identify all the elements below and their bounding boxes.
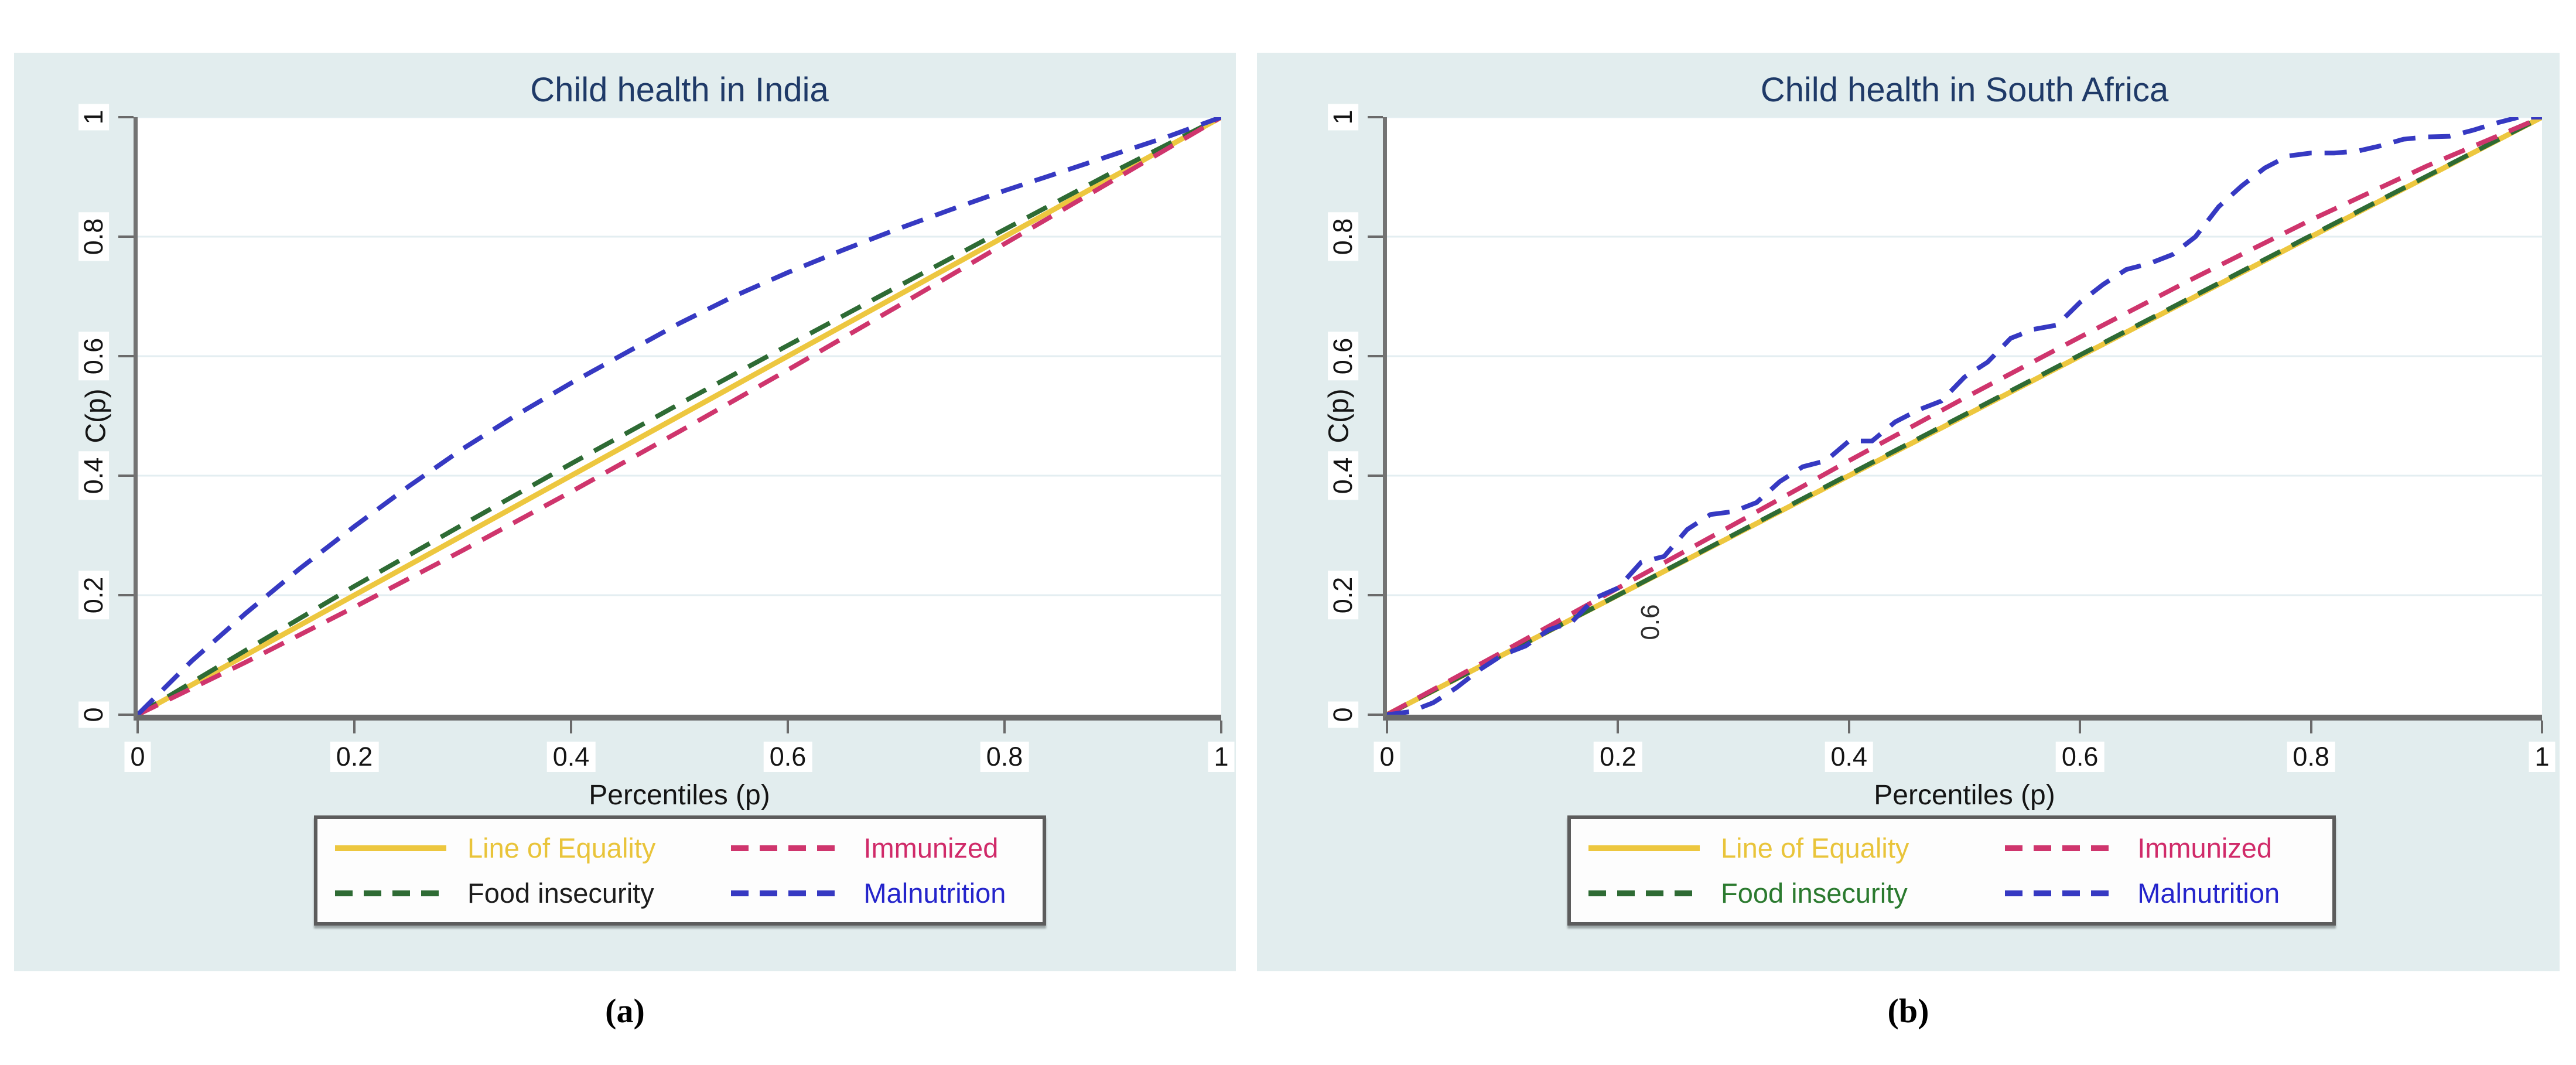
legend-item-food-insecurity: Food insecurity xyxy=(335,877,731,909)
x-tick-mark xyxy=(1617,721,1620,733)
y-tick-label: 1 xyxy=(1328,104,1358,131)
x-tick-label: 1 xyxy=(1208,742,1235,772)
legend-item-immunized: Immunized xyxy=(2005,832,2332,864)
series-food-insecurity xyxy=(138,117,1221,715)
series-malnutrition xyxy=(138,117,1221,715)
legend-swatch-malnutrition xyxy=(2005,890,2117,896)
plot-area xyxy=(1383,117,2542,721)
x-tick-mark xyxy=(1220,721,1222,733)
x-tick-label: 0.2 xyxy=(330,742,379,772)
y-tick-label: 0.4 xyxy=(1328,451,1358,500)
plot-annotation: 0.6 xyxy=(1635,604,1665,640)
legend-label: Immunized xyxy=(863,832,999,863)
x-tick-mark xyxy=(353,721,356,733)
y-tick-label: 0.4 xyxy=(78,451,109,500)
y-tick-mark xyxy=(1368,475,1383,477)
x-tick-label: 0 xyxy=(124,742,151,772)
legend-label: Immunized xyxy=(2137,832,2273,863)
y-tick-label: 0.2 xyxy=(78,571,109,620)
x-tick-label: 0.8 xyxy=(980,742,1029,772)
series-line-of-equality xyxy=(138,117,1221,715)
y-tick-label: 0.6 xyxy=(78,332,109,381)
x-axis-label: Percentiles (p) xyxy=(1874,780,2055,811)
x-tick-label: 0.8 xyxy=(2287,742,2335,772)
legend-label: Line of Equality xyxy=(1721,832,1909,863)
y-tick-label: 0.2 xyxy=(1328,571,1358,620)
y-tick-mark xyxy=(1368,355,1383,357)
y-tick-label: 0 xyxy=(78,701,109,728)
legend-swatch-line-of-equality xyxy=(335,845,446,851)
y-tick-label: 0.6 xyxy=(1328,332,1358,381)
y-tick-mark xyxy=(118,355,134,357)
legend-swatch-malnutrition xyxy=(731,890,843,896)
legend-item-line-of-equality: Line of Equality xyxy=(335,832,731,864)
legend-item-food-insecurity: Food insecurity xyxy=(1588,877,2005,909)
x-tick-mark xyxy=(2079,721,2082,733)
legend-swatch-food-insecurity xyxy=(1588,890,1700,896)
y-tick-mark xyxy=(118,235,134,238)
legend-swatch-line-of-equality xyxy=(1588,845,1700,851)
x-tick-label: 0 xyxy=(1374,742,1400,772)
x-tick-label: 0.6 xyxy=(763,742,812,772)
legend: Line of Equality Immunized Food insecurity… xyxy=(314,815,1046,926)
series-immunized xyxy=(138,117,1221,715)
legend-label: Malnutrition xyxy=(2137,878,2280,909)
y-tick-label: 0.8 xyxy=(1328,212,1358,261)
y-tick-mark xyxy=(118,594,134,596)
y-tick-label: 1 xyxy=(78,104,109,131)
legend-swatch-food-insecurity xyxy=(335,890,446,896)
legend-item-malnutrition: Malnutrition xyxy=(731,877,1043,909)
x-axis-label: Percentiles (p) xyxy=(589,780,770,811)
subfigure-label-b: (b) xyxy=(1887,992,1929,1030)
legend-swatch-immunized xyxy=(2005,845,2117,851)
chart-title: Child health in India xyxy=(530,71,829,109)
plot-area xyxy=(134,117,1221,721)
chart-canvas xyxy=(138,117,1221,715)
x-tick-label: 1 xyxy=(2529,742,2555,772)
y-tick-mark xyxy=(1368,235,1383,238)
legend-label: Line of Equality xyxy=(467,832,656,863)
legend-label: Food insecurity xyxy=(467,878,654,909)
y-tick-mark xyxy=(118,116,134,118)
x-tick-mark xyxy=(2541,721,2543,733)
legend-label: Food insecurity xyxy=(1721,878,1908,909)
legend-swatch-immunized xyxy=(731,845,843,851)
legend-label: Malnutrition xyxy=(863,878,1006,909)
chart-canvas xyxy=(1387,117,2542,715)
legend: Line of Equality Immunized Food insecurity… xyxy=(1567,815,2336,926)
y-tick-mark xyxy=(1368,116,1383,118)
chart-panel-india: Child health in India C(p) Percentiles (… xyxy=(14,53,1236,971)
legend-item-immunized: Immunized xyxy=(731,832,1043,864)
chart-panel-south-africa: Child health in South Africa C(p) Percen… xyxy=(1257,53,2560,971)
y-tick-mark xyxy=(118,714,134,716)
y-tick-mark xyxy=(1368,714,1383,716)
x-tick-mark xyxy=(1847,721,1850,733)
y-axis-label: C(p) xyxy=(80,388,112,443)
x-tick-mark xyxy=(570,721,572,733)
y-axis-label: C(p) xyxy=(1323,388,1355,443)
x-tick-label: 0.4 xyxy=(546,742,596,772)
y-tick-mark xyxy=(118,475,134,477)
x-tick-mark xyxy=(1003,721,1006,733)
x-tick-mark xyxy=(136,721,139,733)
x-tick-mark xyxy=(2309,721,2312,733)
series-immunized xyxy=(1387,117,2542,715)
legend-item-line-of-equality: Line of Equality xyxy=(1588,832,2005,864)
x-tick-mark xyxy=(1386,721,1388,733)
subfigure-label-a: (a) xyxy=(605,992,645,1030)
x-tick-label: 0.6 xyxy=(2055,742,2104,772)
legend-item-malnutrition: Malnutrition xyxy=(2005,877,2332,909)
y-tick-mark xyxy=(1368,594,1383,596)
series-malnutrition xyxy=(1387,117,2542,715)
y-tick-label: 0.8 xyxy=(78,212,109,261)
chart-title: Child health in South Africa xyxy=(1760,71,2169,109)
y-tick-label: 0 xyxy=(1328,701,1358,728)
x-tick-label: 0.4 xyxy=(1825,742,1874,772)
x-tick-mark xyxy=(787,721,789,733)
x-tick-label: 0.2 xyxy=(1594,742,1642,772)
